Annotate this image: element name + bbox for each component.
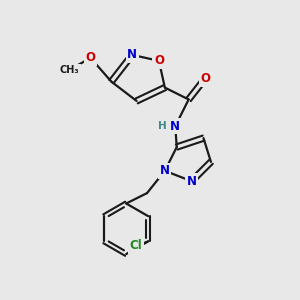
Text: Cl: Cl [130, 239, 142, 252]
Text: N: N [170, 120, 180, 133]
Text: O: O [85, 51, 96, 64]
Text: CH₃: CH₃ [60, 65, 80, 75]
Text: O: O [154, 54, 164, 67]
Text: N: N [127, 48, 137, 62]
Text: N: N [187, 175, 196, 188]
Text: H: H [158, 121, 167, 131]
Text: O: O [200, 72, 210, 85]
Text: N: N [160, 164, 170, 177]
